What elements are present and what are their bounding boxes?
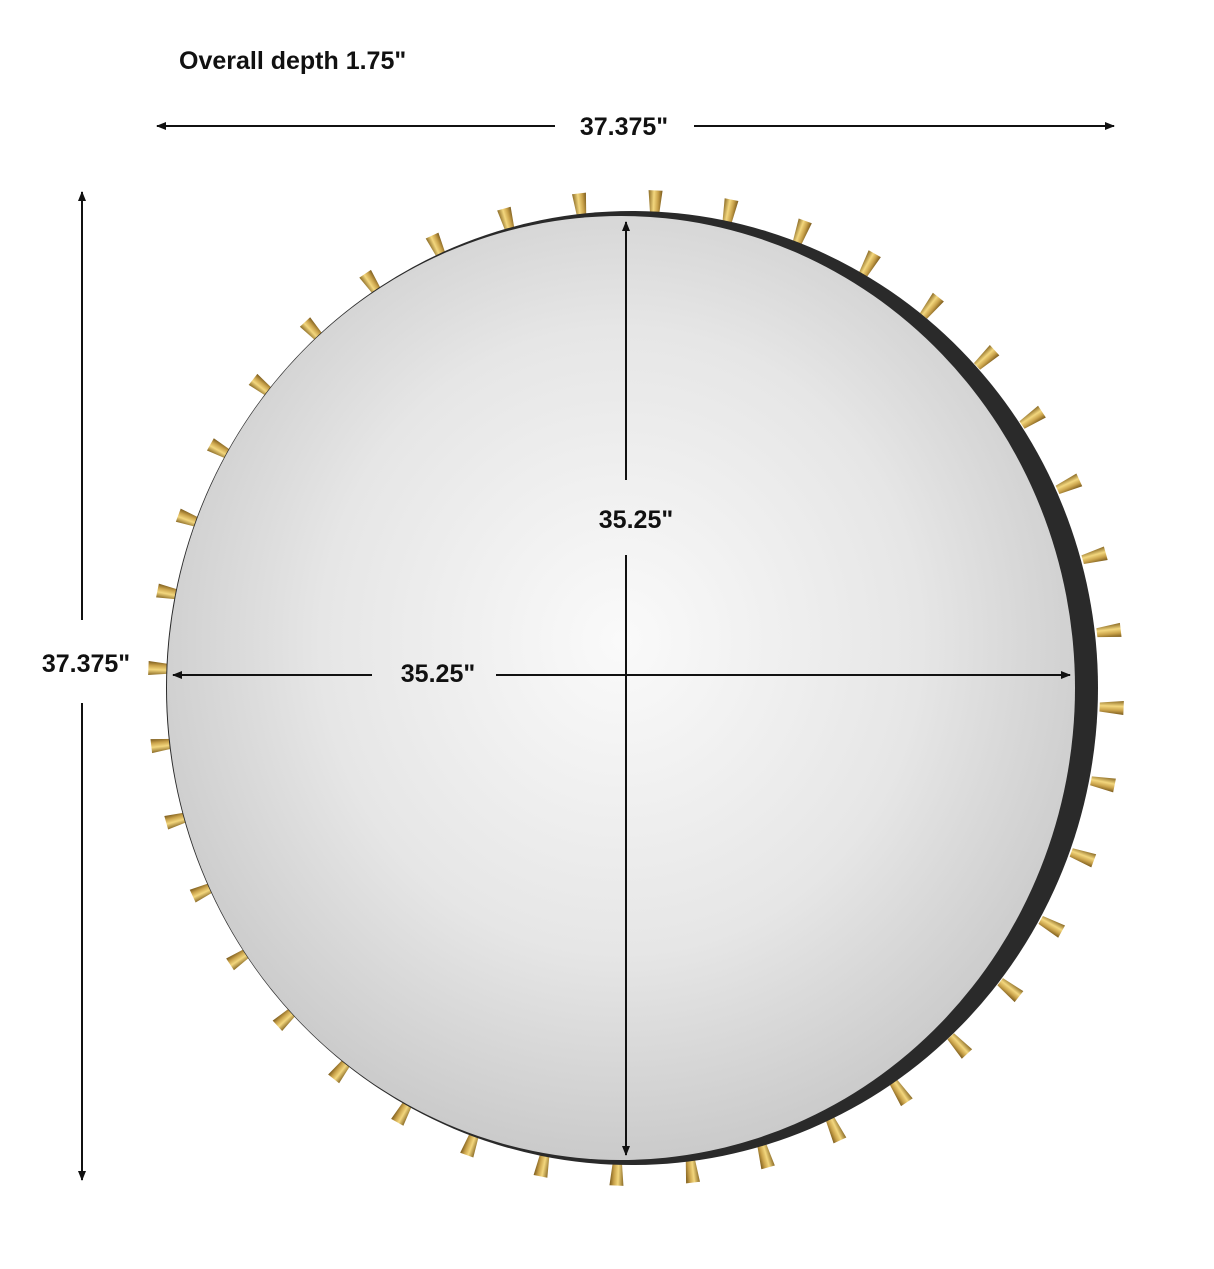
- stud: [825, 1116, 847, 1144]
- stud: [889, 1079, 913, 1107]
- stud: [609, 1161, 624, 1186]
- mirror-height-label: 35.25": [599, 506, 673, 534]
- stud: [1096, 622, 1122, 638]
- stud: [919, 292, 944, 319]
- stud: [1099, 700, 1124, 715]
- depth-label: Overall depth 1.75": [179, 47, 406, 75]
- overall-height-label: 37.375": [42, 650, 130, 678]
- stud: [1090, 776, 1116, 793]
- stud: [497, 206, 515, 233]
- stud: [792, 218, 812, 245]
- stud: [997, 978, 1024, 1003]
- stud-group: [148, 190, 1124, 1186]
- stud: [859, 250, 881, 277]
- stud: [425, 232, 447, 260]
- stud: [1055, 473, 1083, 494]
- stud: [973, 345, 1000, 370]
- overall-width-label: 37.375": [580, 113, 668, 141]
- stud: [722, 198, 739, 225]
- stud: [685, 1158, 700, 1184]
- stud: [648, 190, 663, 215]
- mirror-glass: [167, 216, 1075, 1160]
- mirror-width-label: 35.25": [401, 660, 475, 688]
- stud: [533, 1151, 550, 1178]
- stud: [1038, 915, 1066, 938]
- stud: [1069, 848, 1097, 868]
- stud: [1019, 405, 1046, 429]
- stud: [757, 1143, 775, 1170]
- stud: [572, 192, 587, 218]
- stud: [1081, 546, 1108, 565]
- stud: [947, 1033, 973, 1059]
- stud: [460, 1131, 480, 1158]
